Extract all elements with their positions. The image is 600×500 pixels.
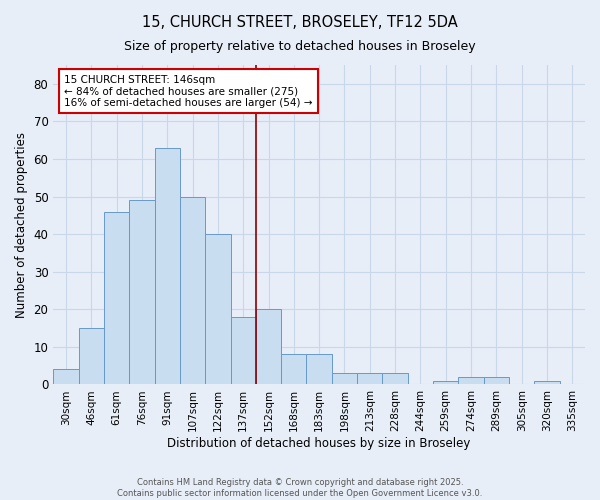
Text: Size of property relative to detached houses in Broseley: Size of property relative to detached ho… <box>124 40 476 53</box>
Bar <box>129 200 155 384</box>
Bar <box>382 373 408 384</box>
Bar <box>104 212 129 384</box>
Bar <box>307 354 332 384</box>
Bar <box>79 328 104 384</box>
Y-axis label: Number of detached properties: Number of detached properties <box>15 132 28 318</box>
Bar <box>256 310 281 384</box>
Bar <box>357 373 382 384</box>
X-axis label: Distribution of detached houses by size in Broseley: Distribution of detached houses by size … <box>167 437 471 450</box>
Bar <box>230 317 256 384</box>
Bar <box>484 377 509 384</box>
Bar <box>205 234 230 384</box>
Text: 15, CHURCH STREET, BROSELEY, TF12 5DA: 15, CHURCH STREET, BROSELEY, TF12 5DA <box>142 15 458 30</box>
Text: Contains HM Land Registry data © Crown copyright and database right 2025.
Contai: Contains HM Land Registry data © Crown c… <box>118 478 482 498</box>
Text: 15 CHURCH STREET: 146sqm
← 84% of detached houses are smaller (275)
16% of semi-: 15 CHURCH STREET: 146sqm ← 84% of detach… <box>64 74 313 108</box>
Bar <box>458 377 484 384</box>
Bar <box>332 373 357 384</box>
Bar <box>281 354 307 384</box>
Bar <box>180 196 205 384</box>
Bar <box>433 380 458 384</box>
Bar <box>155 148 180 384</box>
Bar <box>535 380 560 384</box>
Bar <box>53 370 79 384</box>
